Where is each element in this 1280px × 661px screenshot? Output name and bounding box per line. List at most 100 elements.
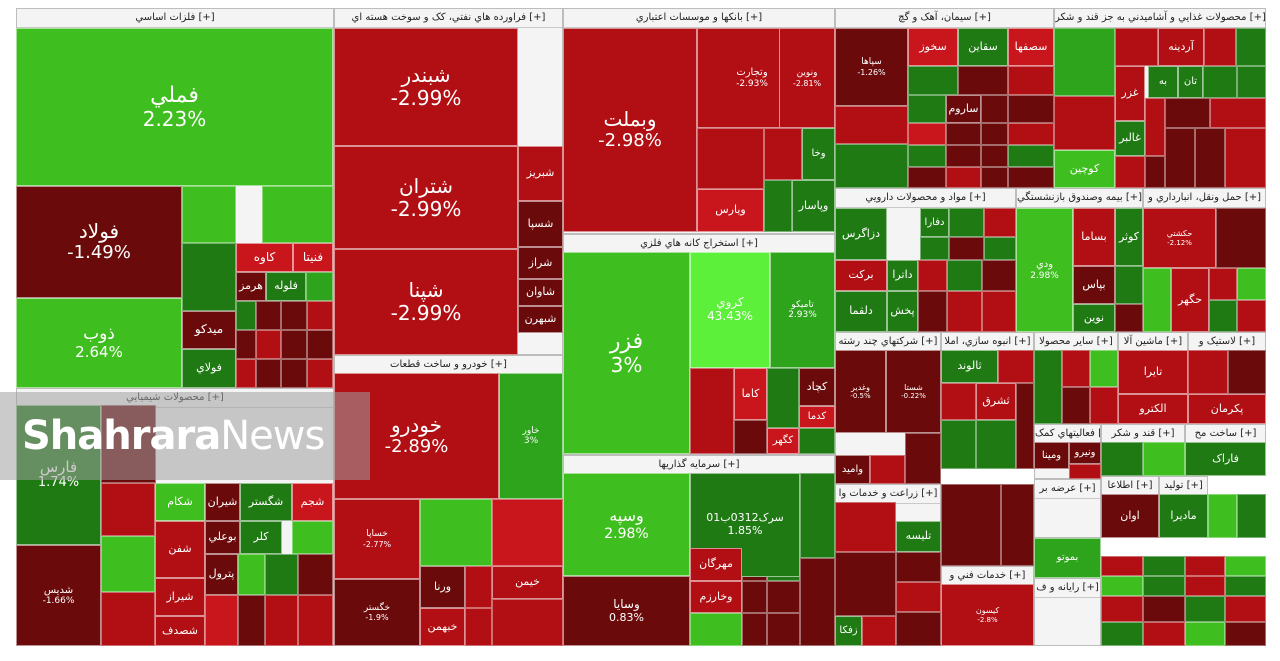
stock-tile[interactable]	[767, 368, 799, 428]
stock-tile[interactable]	[1228, 350, 1266, 394]
stock-tile[interactable]	[976, 420, 1016, 469]
stock-tile[interactable]: خاور 3%	[499, 373, 563, 499]
stock-tile[interactable]	[1209, 300, 1237, 332]
stock-tile[interactable]	[1101, 556, 1143, 576]
stock-tile[interactable]	[1185, 622, 1225, 646]
stock-tile[interactable]: ويارس	[697, 189, 764, 232]
stock-tile[interactable]: ساروم	[946, 95, 981, 123]
stock-tile[interactable]	[281, 359, 307, 388]
stock-tile[interactable]	[1188, 350, 1228, 394]
stock-tile[interactable]	[799, 428, 835, 454]
stock-tile[interactable]	[767, 613, 800, 646]
stock-tile[interactable]: فولاي	[182, 349, 236, 388]
stock-tile[interactable]	[238, 595, 265, 646]
stock-tile[interactable]: شستا -0.22%	[886, 350, 941, 433]
stock-tile[interactable]	[981, 145, 1008, 167]
stock-tile[interactable]: شصدف	[155, 616, 205, 646]
stock-tile[interactable]: مهرگان	[690, 548, 742, 581]
stock-tile[interactable]	[256, 301, 281, 330]
sector-title[interactable]: رايانه و ف [+]	[1035, 579, 1100, 598]
stock-tile[interactable]	[1008, 145, 1054, 167]
stock-tile[interactable]: ورنا	[420, 566, 465, 608]
stock-tile[interactable]: ميدکو	[182, 311, 236, 349]
stock-tile[interactable]: شپنا -2.99%	[334, 249, 518, 355]
stock-tile[interactable]: کلر	[240, 521, 282, 554]
stock-tile[interactable]: وسايا 0.83%	[563, 576, 690, 646]
stock-tile[interactable]	[1090, 350, 1118, 387]
stock-tile[interactable]: شگستر	[240, 483, 292, 521]
stock-tile[interactable]	[465, 566, 492, 608]
stock-tile[interactable]	[236, 301, 256, 330]
stock-tile[interactable]	[958, 66, 1008, 95]
stock-tile[interactable]	[941, 383, 976, 420]
stock-tile[interactable]	[1237, 494, 1266, 538]
stock-tile[interactable]	[182, 186, 236, 243]
stock-tile[interactable]: آردينه	[1158, 28, 1204, 66]
stock-tile[interactable]	[236, 359, 256, 388]
stock-tile[interactable]	[1143, 576, 1185, 596]
stock-tile[interactable]	[764, 180, 792, 232]
stock-tile[interactable]	[307, 301, 333, 330]
stock-tile[interactable]: کاوه	[236, 243, 293, 272]
stock-tile[interactable]	[941, 420, 976, 469]
stock-tile[interactable]	[896, 612, 941, 646]
stock-tile[interactable]	[1208, 494, 1237, 538]
stock-tile[interactable]: تليسه	[896, 521, 941, 552]
sector-title[interactable]: محصولات غذايي و آشاميدني به جز قند و شکر…	[1055, 9, 1265, 28]
stock-tile[interactable]	[1008, 123, 1054, 145]
stock-tile[interactable]: کيسون -2.8%	[941, 584, 1034, 646]
stock-tile[interactable]	[1115, 156, 1145, 188]
stock-tile[interactable]: ودي 2.98%	[1016, 208, 1073, 332]
stock-tile[interactable]	[1069, 464, 1101, 479]
stock-tile[interactable]: شتران -2.99%	[334, 146, 518, 249]
stock-tile[interactable]: شيران	[205, 483, 240, 521]
stock-tile[interactable]: شکام	[155, 483, 205, 521]
stock-tile[interactable]	[1101, 442, 1143, 476]
stock-tile[interactable]	[1054, 28, 1115, 96]
stock-tile[interactable]	[1165, 128, 1195, 188]
stock-tile[interactable]	[918, 260, 947, 291]
stock-tile[interactable]	[870, 455, 905, 484]
stock-tile[interactable]: شيراز	[155, 578, 205, 616]
stock-tile[interactable]	[764, 128, 802, 180]
stock-tile[interactable]: تايرا	[1118, 350, 1188, 394]
stock-tile[interactable]	[281, 330, 307, 359]
sector-26[interactable]: رايانه و ف [+]	[1034, 578, 1101, 646]
stock-tile[interactable]	[1008, 167, 1054, 188]
stock-tile[interactable]	[1016, 383, 1034, 469]
stock-tile[interactable]	[1143, 442, 1185, 476]
stock-tile[interactable]: کوچين	[1054, 150, 1115, 188]
stock-tile[interactable]: فاراک	[1185, 442, 1266, 476]
stock-tile[interactable]	[981, 123, 1008, 145]
stock-tile[interactable]	[941, 484, 1001, 566]
stock-tile[interactable]	[949, 237, 984, 260]
stock-tile[interactable]	[1216, 208, 1266, 268]
sector-22[interactable]: عرضه بر [+]	[1034, 479, 1101, 538]
sector-title[interactable]: سيمان، آهک و گچ [+]	[836, 9, 1053, 28]
stock-tile[interactable]: کچاد	[799, 368, 835, 406]
stock-tile[interactable]	[298, 554, 333, 595]
stock-tile[interactable]	[1209, 268, 1237, 300]
stock-tile[interactable]: وخارزم	[690, 581, 742, 613]
stock-tile[interactable]: کروي 43.43%	[690, 252, 770, 368]
sector-title[interactable]: مواد و محصولات دارويي [+]	[836, 189, 1015, 208]
stock-tile[interactable]	[306, 272, 333, 301]
stock-tile[interactable]	[982, 291, 1016, 332]
stock-tile[interactable]: ونوين -2.81%	[779, 28, 835, 128]
stock-tile[interactable]	[984, 237, 1016, 260]
stock-tile[interactable]	[896, 582, 941, 612]
stock-tile[interactable]	[1034, 350, 1062, 424]
stock-tile[interactable]	[1210, 98, 1266, 128]
stock-tile[interactable]	[1225, 556, 1266, 576]
stock-tile[interactable]	[101, 592, 155, 646]
stock-tile[interactable]: غالبر	[1115, 121, 1145, 156]
stock-tile[interactable]	[1225, 128, 1266, 188]
stock-tile[interactable]	[1143, 596, 1185, 622]
stock-tile[interactable]	[908, 145, 946, 167]
stock-tile[interactable]	[981, 167, 1008, 188]
stock-tile[interactable]	[236, 330, 256, 359]
stock-tile[interactable]	[1062, 350, 1090, 387]
stock-tile[interactable]	[420, 499, 492, 566]
stock-tile[interactable]: دلقما	[835, 291, 887, 332]
stock-tile[interactable]	[265, 554, 298, 595]
